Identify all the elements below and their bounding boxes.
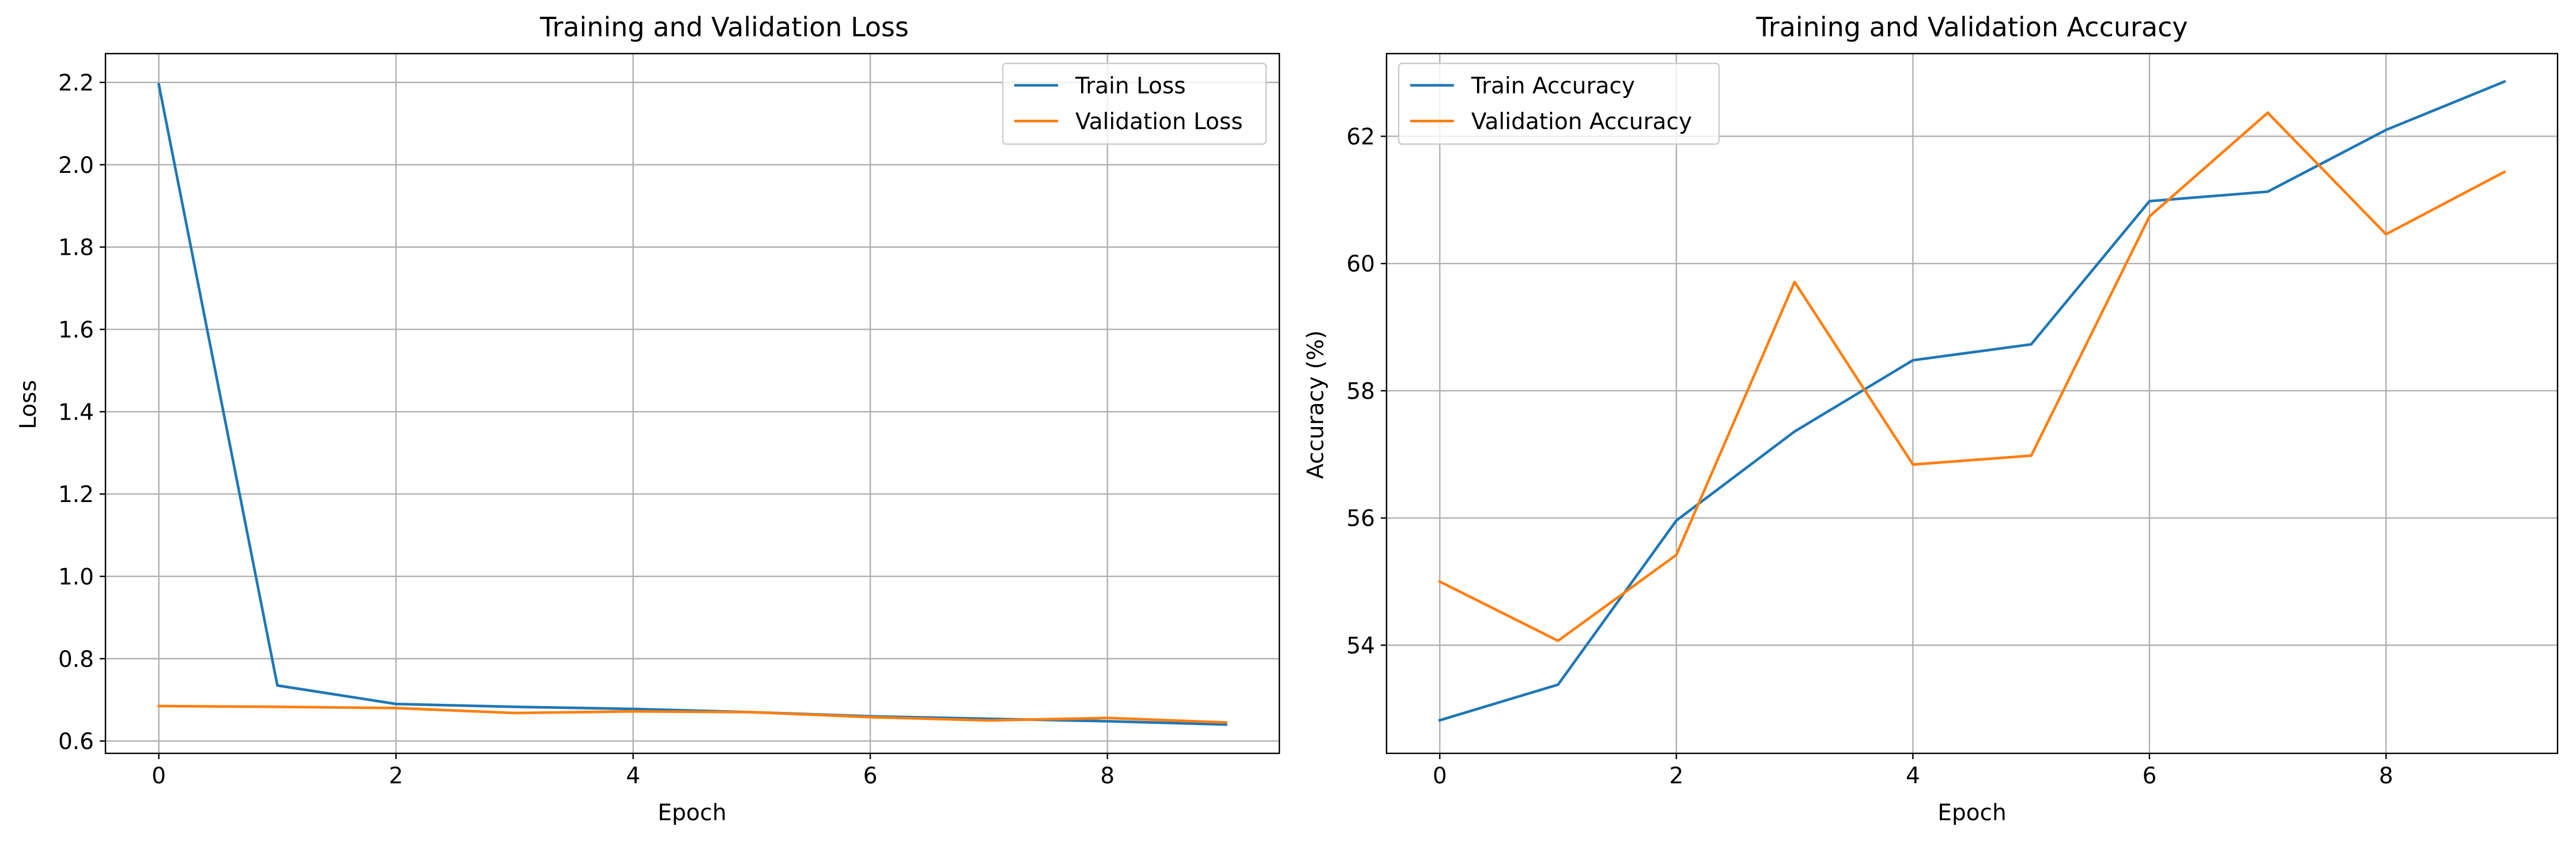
series-line xyxy=(157,704,1227,724)
legend: Train Accuracy Validation Accuracy xyxy=(1397,62,1720,145)
plot-area: 0 2 4 6 8 54 56 58 60 62 Train Accuracy Validation … xyxy=(1346,52,2559,789)
legend-label: Validation Loss xyxy=(1075,109,1243,135)
y-axis-label: Loss xyxy=(16,380,41,429)
legend-label: Train Accuracy xyxy=(1471,73,1635,99)
y-tick-label: 0.8 xyxy=(58,647,94,673)
legend: Train Loss Validation Loss xyxy=(1002,62,1267,145)
legend-box xyxy=(1002,62,1267,145)
x-tick-label: 8 xyxy=(2379,763,2393,789)
x-axis-label: Epoch xyxy=(1937,800,2006,826)
y-tick-label: 60 xyxy=(1346,251,1375,277)
series-line xyxy=(1438,80,2506,722)
x-tick-label: 0 xyxy=(1433,763,1447,789)
y-tick-label: 2.2 xyxy=(58,70,94,96)
x-tick-label: 2 xyxy=(1669,763,1683,789)
accuracy-chart: Training and Validation Accuracy 0 2 4 6 8 54… xyxy=(1303,12,2559,826)
chart-title: Training and Validation Loss xyxy=(539,12,909,43)
x-tick-label: 4 xyxy=(626,763,640,789)
x-tick-label: 8 xyxy=(1100,763,1115,789)
series-line xyxy=(1438,111,2506,642)
x-tick-label: 4 xyxy=(1906,763,1920,789)
legend-label: Train Loss xyxy=(1075,73,1186,99)
y-tick-label: 62 xyxy=(1346,124,1375,150)
y-tick-label: 1.2 xyxy=(58,482,94,508)
y-tick-label: 1.4 xyxy=(58,399,94,425)
plot-area: 0 2 4 6 8 0.6 0.8 1.0 1.2 1.4 1.6 1.8 2.0 2.2 Train Lo… xyxy=(58,52,1281,789)
axes-frame xyxy=(104,52,1281,755)
y-tick-label: 54 xyxy=(1346,633,1375,659)
chart-title: Training and Validation Accuracy xyxy=(1755,12,2188,43)
y-tick-label: 2.0 xyxy=(58,153,94,179)
axes-frame xyxy=(1385,52,2559,755)
y-tick-label: 1.0 xyxy=(58,564,94,590)
y-tick-label: 1.8 xyxy=(58,235,94,261)
x-tick-label: 6 xyxy=(2142,763,2156,789)
y-axis-label: Accuracy (%) xyxy=(1303,330,1329,479)
legend-box xyxy=(1397,62,1720,145)
y-tick-label: 56 xyxy=(1346,506,1375,532)
x-tick-label: 6 xyxy=(863,763,878,789)
y-tick-label: 58 xyxy=(1346,379,1375,405)
x-axis-label: Epoch xyxy=(658,800,726,826)
legend-label: Validation Accuracy xyxy=(1471,109,1692,135)
y-tick-label: 0.6 xyxy=(58,729,94,755)
loss-chart: Training and Validation Loss 0 2 4 6 8 0.6 0.8… xyxy=(16,12,1281,826)
y-tick-label: 1.6 xyxy=(58,317,94,343)
x-tick-label: 2 xyxy=(389,763,403,789)
x-tick-label: 0 xyxy=(152,763,166,789)
